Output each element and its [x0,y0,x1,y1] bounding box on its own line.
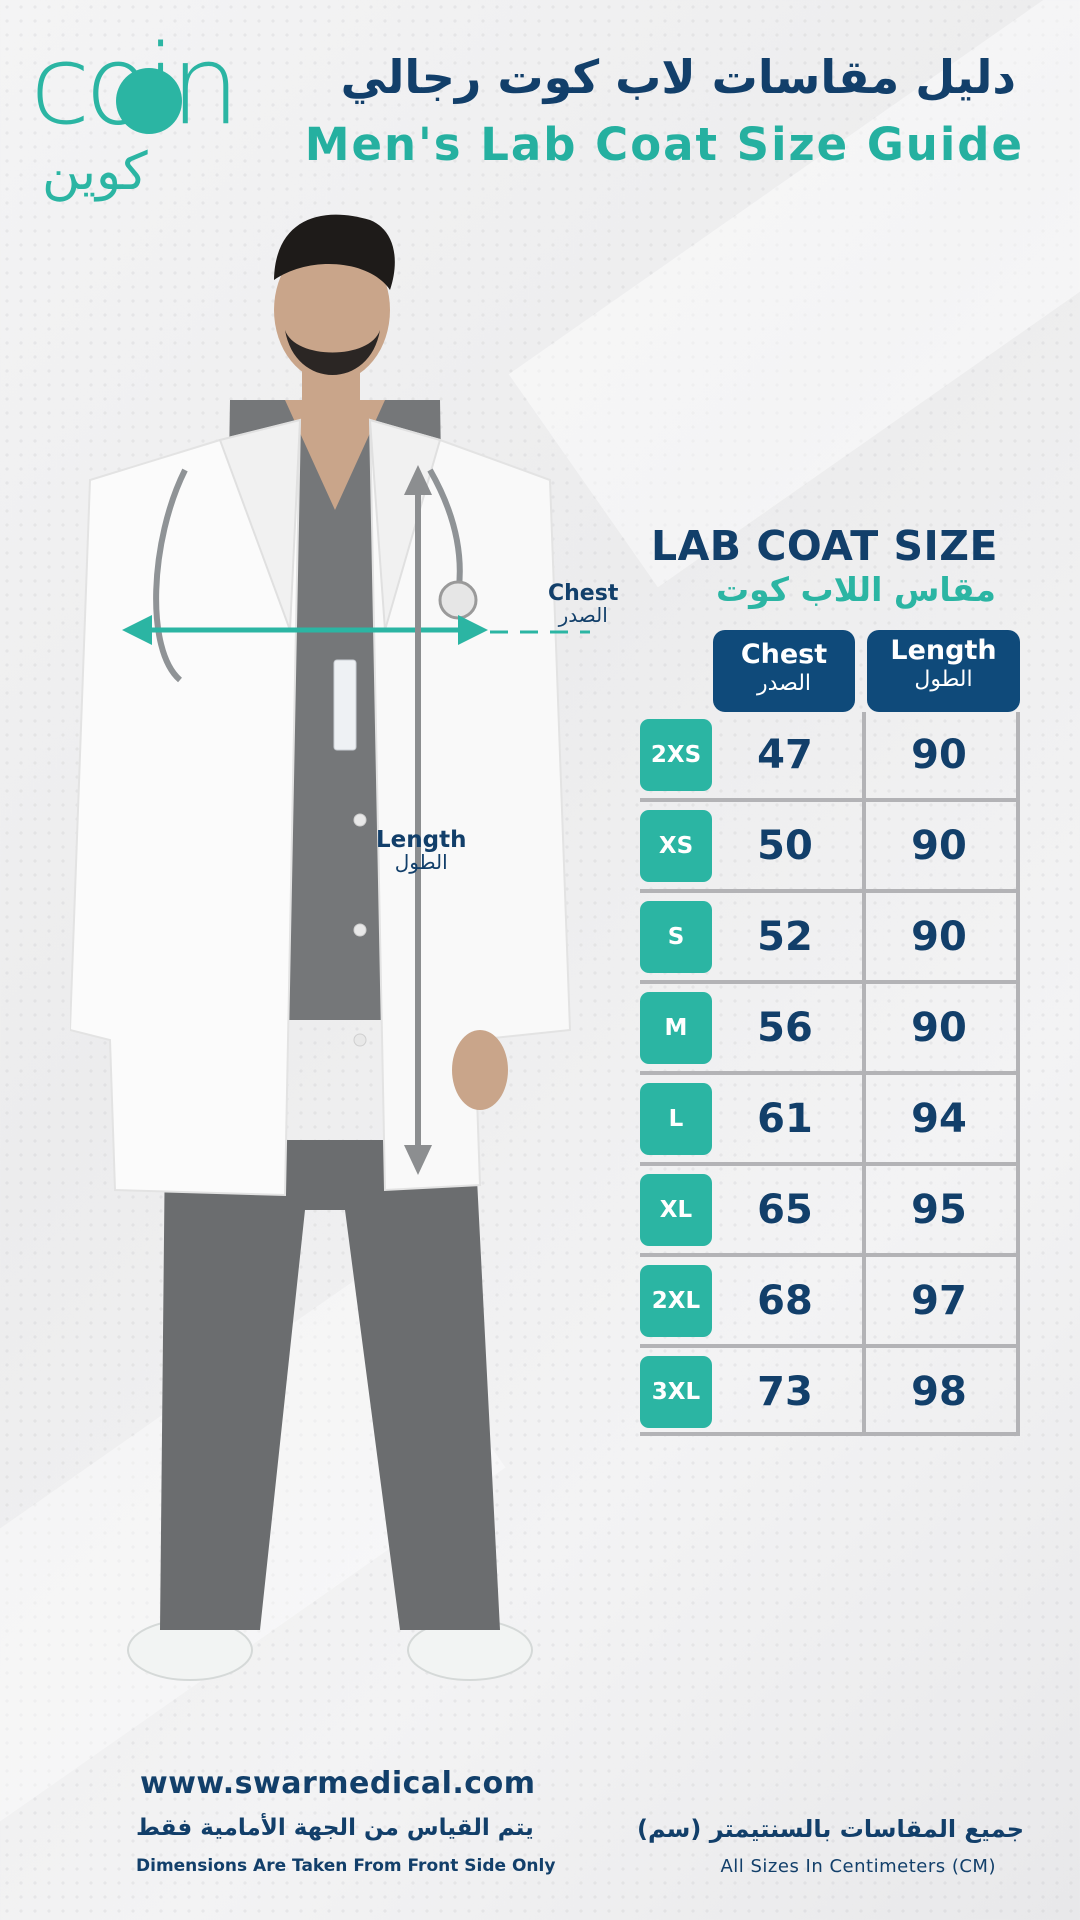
length-value: 90 [911,1005,967,1051]
front-side-note-arabic: يتم القياس من الجهة الأمامية فقط [136,1815,534,1841]
table-row: M 56 90 [640,985,1020,1076]
size-badge: M [640,992,712,1064]
size-badge: XL [640,1174,712,1246]
grid-divider [640,798,1020,802]
size-table-title: LAB COAT SIZE [650,522,998,570]
length-value: 90 [911,914,967,960]
length-value: 94 [911,1096,967,1142]
units-note: All Sizes In Centimeters (CM) [720,1856,996,1877]
length-measurement-label: Length الطول [376,828,466,873]
length-label-ar: الطول [394,850,448,875]
front-side-note: Dimensions Are Taken From Front Side Onl… [136,1856,556,1876]
chest-value: 56 [757,1005,813,1051]
grid-divider [640,1253,1020,1257]
header-length-ar: الطول [914,666,973,692]
chest-label-en: Chest [548,581,619,606]
length-value: 98 [911,1369,967,1415]
size-badge: L [640,1083,712,1155]
column-header-length: Length الطول [867,630,1020,712]
header-chest-ar: الصدر [756,670,812,696]
grid-divider [640,1162,1020,1166]
length-label-en: Length [376,827,467,853]
chest-value: 50 [757,823,813,869]
size-table-grid [640,712,1020,1436]
chest-value: 52 [757,914,813,960]
website-url: www.swarmedical.com [140,1766,536,1801]
page-title-arabic: دليل مقاسات لاب كوت رجالي [340,50,1016,104]
table-row: XL 65 95 [640,1167,1020,1258]
model-figure-svg [68,214,605,1681]
grid-divider [640,1071,1020,1075]
table-row: L 61 94 [640,1076,1020,1167]
length-value: 90 [911,732,967,778]
chest-label-ar: الصدر [558,603,608,628]
brand-logo: coin كوين [30,30,270,202]
chest-value: 68 [757,1278,813,1324]
header-chest-en: Chest [740,639,828,670]
size-badge: 2XS [640,719,712,791]
grid-divider [640,980,1020,984]
units-note-arabic: جميع المقاسات بالسنتيمتر (سم) [636,1815,1024,1843]
table-row: 2XL 68 97 [640,1258,1020,1349]
size-badge: 3XL [640,1356,712,1428]
chest-measurement-label: Chest الصدر [548,582,618,626]
grid-divider [640,1344,1020,1348]
chest-value: 73 [757,1369,813,1415]
chest-value: 65 [757,1187,813,1233]
column-header-chest: Chest الصدر [713,630,855,712]
size-badge: S [640,901,712,973]
chest-value: 47 [757,732,813,778]
chest-value: 61 [757,1096,813,1142]
header-length-en: Length [890,635,997,666]
length-value: 90 [911,823,967,869]
size-badge: 2XL [640,1265,712,1337]
size-table-subtitle: مقاس اللاب كوت [715,570,996,609]
length-value: 95 [911,1187,967,1233]
grid-divider [640,1432,1020,1436]
table-row: XS 50 90 [640,803,1020,894]
page-title: Men's Lab Coat Size Guide [304,118,1024,171]
size-badge: XS [640,810,712,882]
table-row: 2XS 47 90 [640,712,1020,803]
table-row: 3XL 73 98 [640,1349,1020,1440]
length-value: 97 [911,1278,967,1324]
logo-arabic-wordmark: كوين [42,142,148,202]
logo-dot [116,68,182,134]
grid-divider [640,889,1020,893]
table-row: S 52 90 [640,894,1020,985]
model-illustration [68,210,605,1710]
